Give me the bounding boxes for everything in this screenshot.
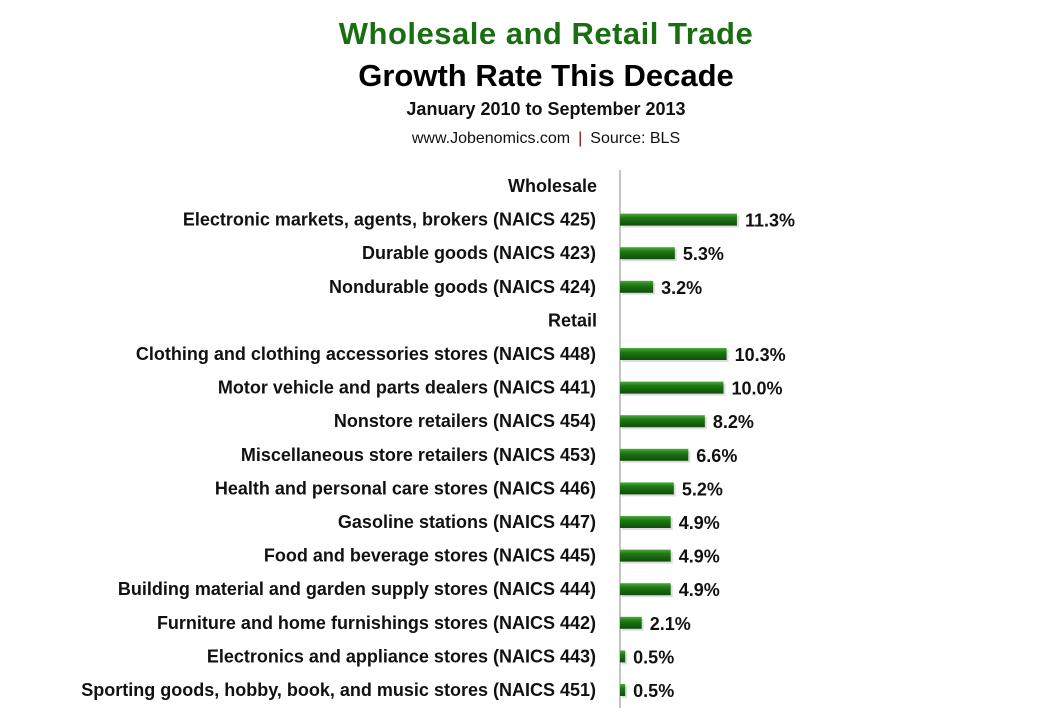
category-label: Clothing and clothing accessories stores… — [136, 344, 596, 364]
bar — [620, 684, 626, 696]
chart-subtitle: Growth Rate This Decade — [358, 58, 734, 93]
category-label: Building material and garden supply stor… — [118, 579, 596, 599]
category-label: Gasoline stations (NAICS 447) — [338, 512, 596, 532]
bar — [620, 549, 671, 562]
data-label: 4.9% — [679, 580, 720, 600]
data-label: 8.2% — [713, 412, 754, 432]
bar — [620, 247, 675, 260]
data-label: 11.3% — [745, 211, 795, 231]
bar — [620, 448, 689, 461]
source-text: Source: BLS — [590, 130, 681, 147]
data-label: 0.5% — [633, 647, 674, 667]
bar — [620, 415, 705, 428]
category-label: Sporting goods, hobby, book, and music s… — [81, 680, 596, 700]
data-label: 4.9% — [679, 547, 720, 567]
bar — [620, 616, 642, 629]
category-label: Health and personal care stores (NAICS 4… — [215, 478, 596, 498]
category-header: Retail — [548, 310, 597, 330]
bar — [620, 381, 724, 394]
chart-period: January 2010 to September 2013 — [406, 99, 686, 119]
data-label: 2.1% — [650, 614, 691, 634]
bar — [620, 650, 626, 663]
category-label: Nondurable goods (NAICS 424) — [329, 277, 596, 297]
category-label: Motor vehicle and parts dealers (NAICS 4… — [218, 378, 596, 398]
bar — [620, 213, 737, 226]
category-label: Electronics and appliance stores (NAICS … — [207, 646, 596, 666]
category-label: Nonstore retailers (NAICS 454) — [334, 411, 596, 431]
bar — [620, 583, 671, 596]
chart-source-line: www.Jobenomics.com | Source: BLS — [0, 130, 1055, 148]
data-label: 5.3% — [683, 244, 724, 264]
bar — [620, 348, 727, 360]
data-label: 10.3% — [735, 345, 786, 365]
data-label: 3.2% — [661, 278, 702, 298]
category-header: Wholesale — [508, 176, 597, 196]
data-label: 6.6% — [696, 446, 737, 466]
category-label: Durable goods (NAICS 423) — [362, 243, 596, 263]
source-separator: | — [578, 130, 583, 147]
category-label: Electronic markets, agents, brokers (NAI… — [183, 210, 596, 230]
data-label: 4.9% — [679, 513, 720, 533]
bar — [620, 516, 671, 528]
data-label: 10.0% — [732, 379, 783, 399]
category-label: Food and beverage stores (NAICS 445) — [264, 546, 596, 566]
bar — [620, 482, 674, 495]
bar — [620, 280, 654, 293]
category-label: Furniture and home furnishings stores (N… — [157, 613, 596, 633]
data-label: 5.2% — [682, 479, 723, 499]
source-site: www.Jobenomics.com — [411, 130, 571, 147]
data-label: 0.5% — [633, 681, 674, 701]
category-label: Miscellaneous store retailers (NAICS 453… — [241, 445, 596, 465]
chart-title: Wholesale and Retail Trade — [338, 16, 754, 51]
